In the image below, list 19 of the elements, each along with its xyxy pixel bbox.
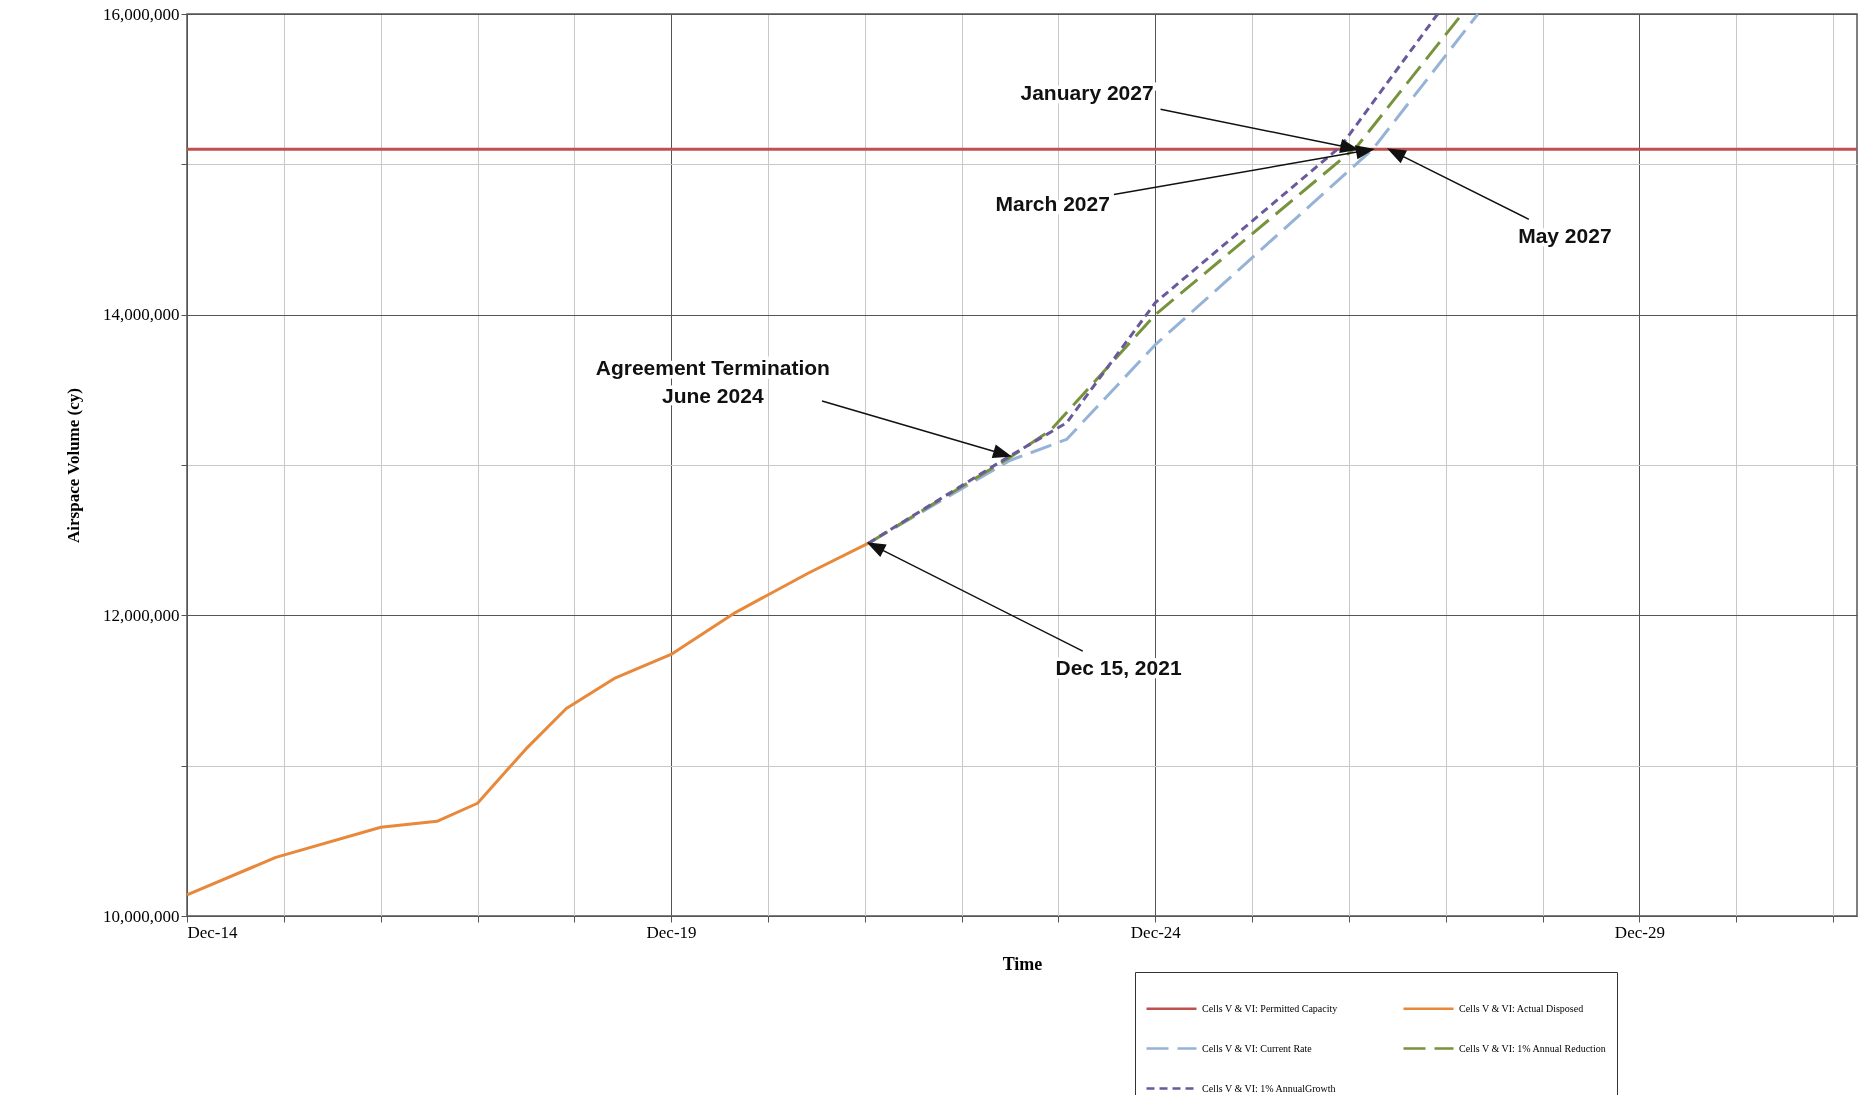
y-tick-label: 12,000,000 [103,605,180,625]
annotation: March 2027 [995,192,1110,216]
line-series [185,541,871,897]
x-axis-title: Time [1002,953,1043,974]
legend-label: Cells V & VI: Actual Disposed [1459,1002,1584,1014]
legend-label: Cells V & VI: 1% Annual Reduction [1459,1042,1606,1054]
x-tick-label: Dec-19 [646,922,697,942]
legend-label: Cells V & VI: Current Rate [1202,1042,1313,1054]
x-tick-label: Dec-14 [187,922,239,942]
legend-label: Cells V & VI: 1% AnnualGrowth [1202,1082,1336,1094]
annotation: January 2027 [1020,81,1154,105]
x-tick-label: Dec-24 [1130,922,1182,942]
y-tick-label: 16,000,000 [103,4,180,24]
y-tick-label: 10,000,000 [103,906,180,926]
y-tick-label: 14,000,000 [103,305,180,325]
x-tick-label: Dec-29 [1614,922,1665,942]
y-axis-title: Airspace Volume (cy) [64,388,83,543]
annotation: May 2027 [1518,224,1612,248]
legend-label: Cells V & VI: Permitted Capacity [1202,1002,1338,1014]
